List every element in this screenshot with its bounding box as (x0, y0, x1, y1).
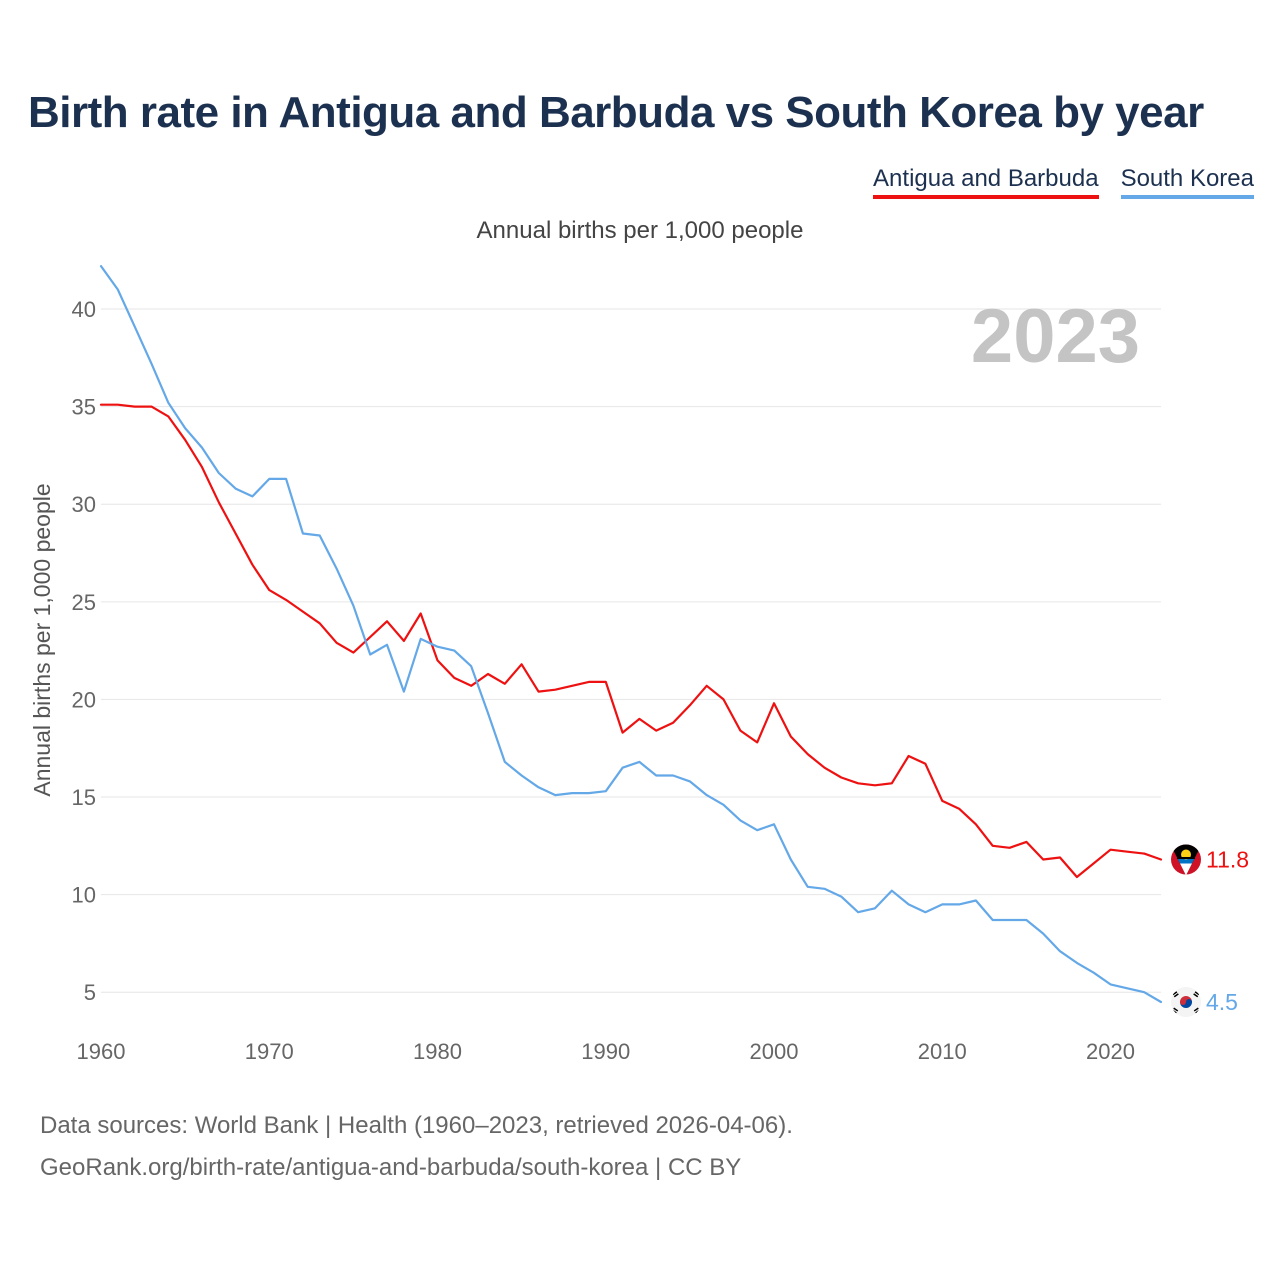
legend-item-antigua-and-barbuda[interactable]: Antigua and Barbuda (873, 165, 1099, 199)
chart-area: 5 10 15 20 25 30 35 40 1960 1970 1980 1990 2000 2010… (29, 265, 1249, 1064)
x-tick-label: 1990 (581, 1039, 630, 1064)
year-label: 2023 (971, 294, 1140, 379)
y-tick-label: 40 (72, 297, 96, 322)
source-url-text[interactable]: GeoRank.org/birth-rate/antigua-and-barbu… (40, 1154, 742, 1181)
y-tick-label: 20 (72, 687, 96, 712)
y-tick-label: 30 (72, 492, 96, 517)
series-lines (99, 265, 1163, 1004)
x-tick-label: 1960 (77, 1039, 126, 1064)
y-tick-label: 35 (72, 395, 96, 420)
end-value-antigua-and-barbuda: 11.8 (1206, 847, 1249, 873)
y-tick-label: 5 (84, 980, 96, 1005)
flag-south-korea-icon (1171, 987, 1201, 1017)
data-source-text: Data sources: World Bank | Health (1960–… (40, 1112, 793, 1139)
end-value-south-korea: 4.5 (1206, 989, 1238, 1015)
series-line-south-korea (99, 265, 1163, 1004)
series-line-antigua-and-barbuda (99, 403, 1163, 879)
flag-antigua-and-barbuda-icon (1171, 844, 1201, 875)
x-axis-ticks: 1960 1970 1980 1990 2000 2010 2020 (77, 1039, 1135, 1064)
y-tick-label: 15 (72, 785, 96, 810)
x-tick-label: 2010 (918, 1039, 967, 1064)
y-tick-label: 25 (72, 590, 96, 615)
footer: Data sources: World Bank | Health (1960–… (40, 1105, 793, 1189)
y-axis-ticks: 5 10 15 20 25 30 35 40 (72, 297, 96, 1005)
x-tick-label: 1970 (245, 1039, 294, 1064)
y-axis-label: Annual births per 1,000 people (29, 483, 55, 796)
x-tick-label: 2000 (750, 1039, 799, 1064)
chart-title: Birth rate in Antigua and Barbuda vs Sou… (28, 88, 1204, 137)
y-tick-label: 10 (72, 883, 96, 908)
legend-item-south-korea[interactable]: South Korea (1120, 165, 1254, 199)
x-tick-label: 2020 (1086, 1039, 1135, 1064)
grid-lines (101, 308, 1161, 993)
legend: Antigua and Barbuda South Korea (873, 165, 1254, 199)
x-tick-label: 1980 (413, 1039, 462, 1064)
chart-subtitle: Annual births per 1,000 people (476, 217, 804, 244)
